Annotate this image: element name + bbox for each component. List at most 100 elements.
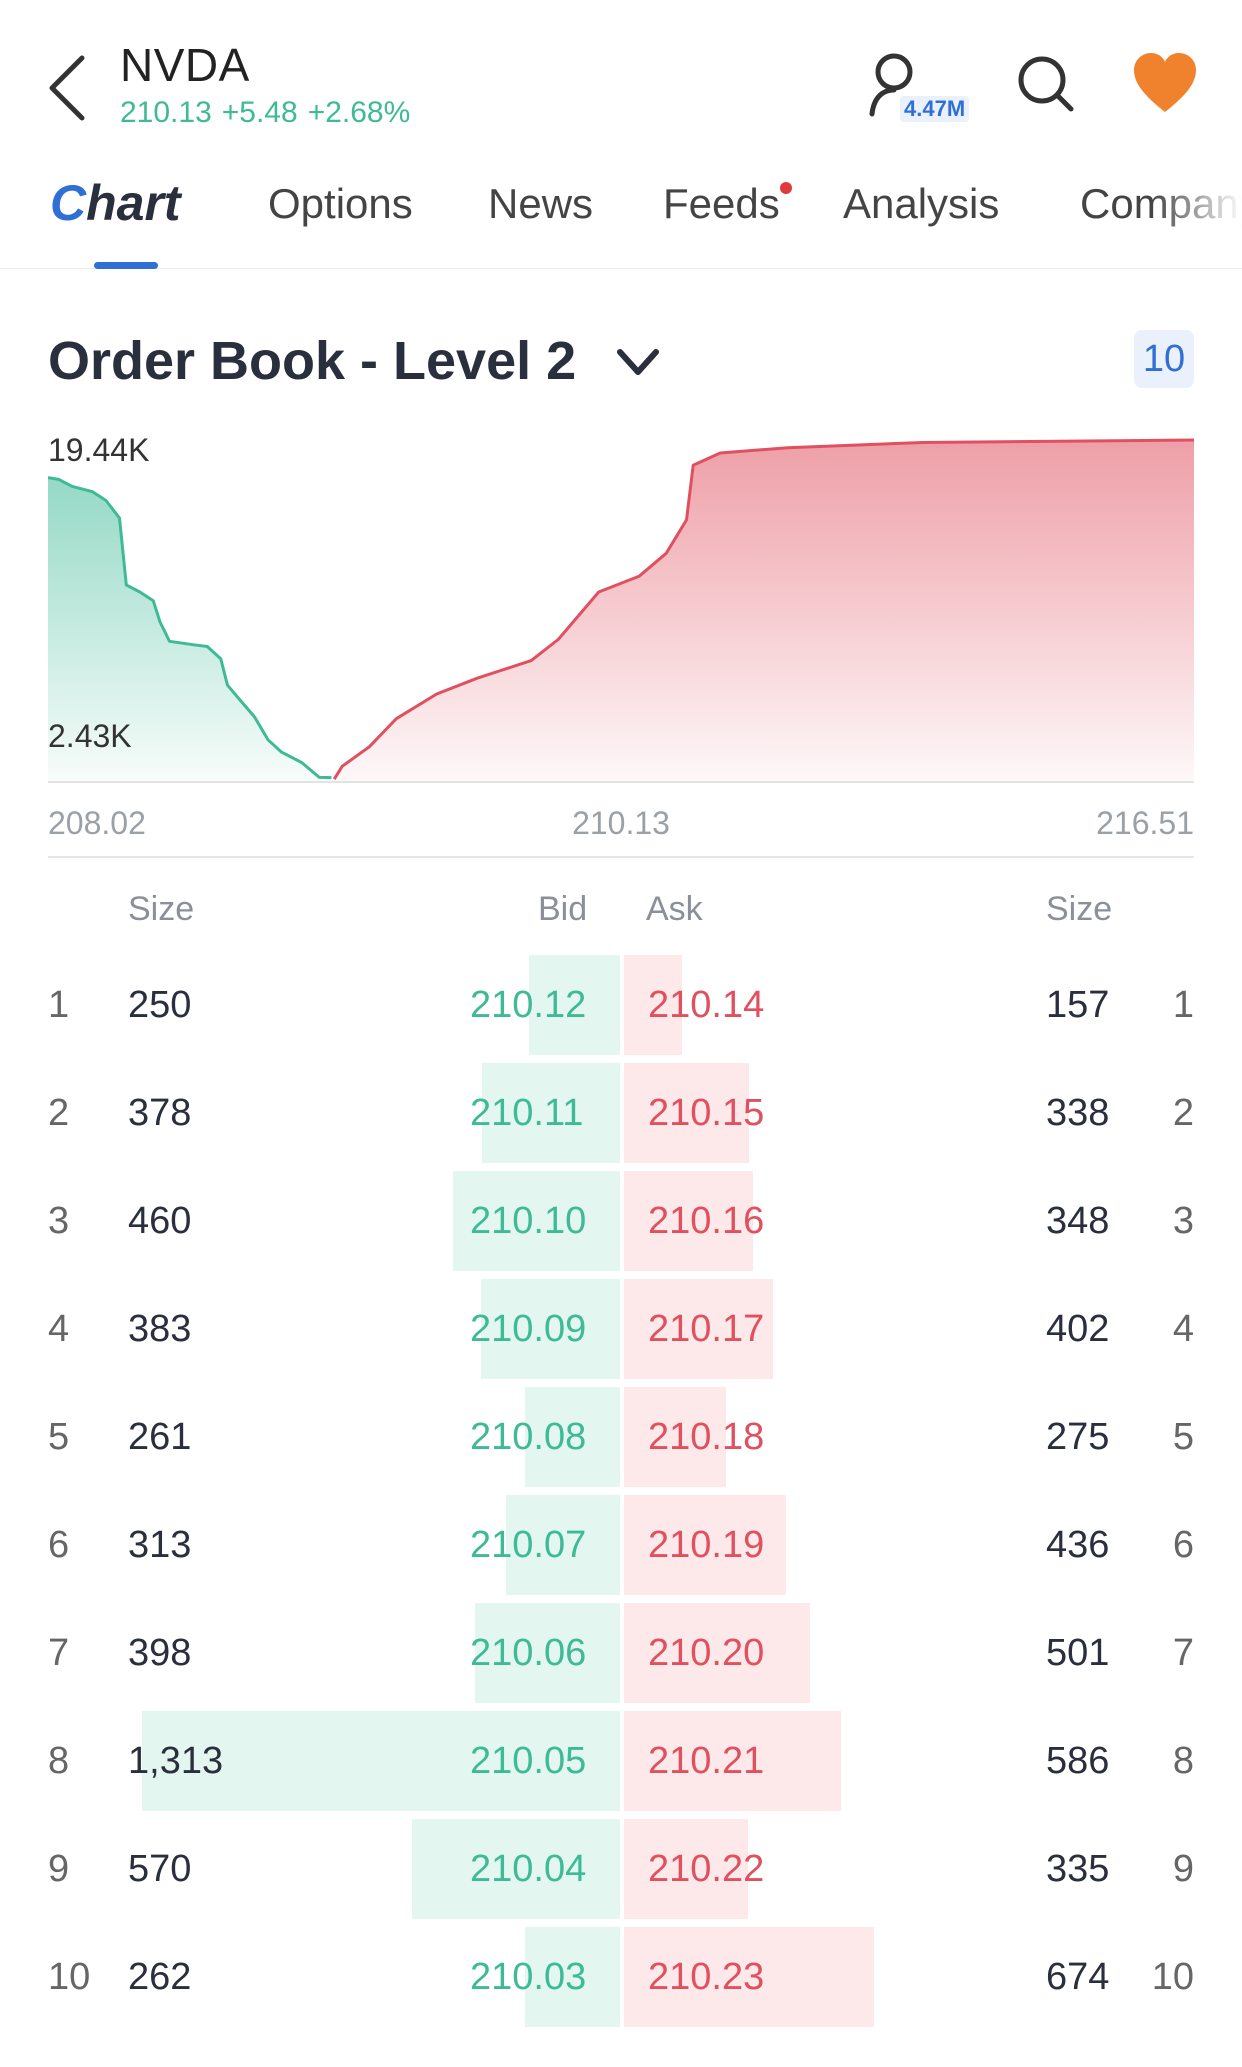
price-change: +5.48 [221,96,298,129]
ask-level-index: 1 [1172,984,1194,1026]
bid-price[interactable]: 210.07 [470,1524,587,1566]
order-book-row: 9 570 210.04 210.22 335 9 [0,1819,1242,1927]
user-icon[interactable] [862,50,932,120]
ask-price[interactable]: 210.17 [648,1308,765,1350]
heart-icon[interactable] [1132,52,1198,114]
bid-price[interactable]: 210.12 [470,984,587,1026]
bid-level-index: 3 [48,1200,70,1242]
bid-size: 383 [128,1308,192,1350]
tab-options[interactable]: Options [268,180,413,227]
bid-price[interactable]: 210.03 [470,1956,587,1998]
bid-size: 398 [128,1632,192,1674]
ask-depth-bar [624,1387,726,1487]
order-book-row: 7 398 210.06 210.20 501 7 [0,1603,1242,1711]
bid-price[interactable]: 210.06 [470,1632,587,1674]
bid-level-index: 6 [48,1524,70,1566]
ask-size: 338 [1046,1092,1110,1134]
ask-depth-bar [624,1063,750,1163]
bid-level-index: 7 [48,1632,70,1674]
ask-depth-bar [624,1279,774,1379]
tab-company[interactable]: Company [1080,180,1242,250]
bid-size: 261 [128,1416,192,1458]
order-book-row: 3 460 210.10 210.16 348 3 [0,1171,1242,1279]
ask-size: 335 [1046,1848,1110,1890]
ask-price[interactable]: 210.19 [648,1524,765,1566]
bid-depth-bar [142,1711,620,1811]
tab-feeds[interactable]: Feeds [663,180,780,227]
ask-depth-area [334,440,1194,782]
bid-price[interactable]: 210.09 [470,1308,587,1350]
ask-price[interactable]: 210.14 [648,984,765,1026]
ask-price[interactable]: 210.16 [648,1200,765,1242]
search-icon[interactable] [1016,54,1076,114]
order-book-row: 4 383 210.09 210.17 402 4 [0,1279,1242,1387]
bid-size: 570 [128,1848,192,1890]
tab-bar: Chart Options News Feeds Analysis Compan… [0,175,1242,269]
x-label-mid: 210.13 [572,805,670,841]
bid-header: Bid [538,890,588,928]
price-quote: 210.13 +5.48 +2.68% [120,96,420,130]
active-tab-indicator [94,262,158,269]
ask-price[interactable]: 210.21 [648,1740,765,1782]
bid-level-index: 4 [48,1308,70,1350]
ask-size: 157 [1046,984,1110,1026]
ask-depth-bar [624,1711,842,1811]
bid-price[interactable]: 210.11 [470,1092,584,1134]
ask-price[interactable]: 210.15 [648,1092,765,1134]
x-label-right: 216.51 [1096,805,1194,841]
bid-size: 460 [128,1200,192,1242]
ask-price[interactable]: 210.22 [648,1848,765,1890]
price-change-pct: +2.68% [307,96,411,129]
bid-depth-bar [412,1819,620,1919]
bid-size: 313 [128,1524,192,1566]
followers-badge: 4.47M [900,96,970,122]
ask-level-index: 2 [1172,1092,1194,1134]
chevron-down-icon[interactable] [614,344,662,380]
bid-depth-bar [480,1279,620,1379]
ask-size: 402 [1046,1308,1110,1350]
bid-price[interactable]: 210.04 [470,1848,587,1890]
tab-fade [1152,180,1242,250]
y-bottom-label: 2.43K [48,718,132,754]
ask-header: Ask [646,890,703,928]
order-book-row: 2 378 210.11 210.15 338 2 [0,1063,1242,1171]
bid-price[interactable]: 210.05 [470,1740,587,1782]
bid-depth-bar [506,1495,620,1595]
bid-size: 378 [128,1092,192,1134]
bid-size: 262 [128,1956,192,1998]
ask-depth-bar [624,1603,810,1703]
bid-price[interactable]: 210.08 [470,1416,587,1458]
order-book-row: 5 261 210.08 210.18 275 5 [0,1387,1242,1495]
depth-selector[interactable]: 10 [1134,330,1194,388]
order-book-title[interactable]: Order Book - Level 2 [48,331,577,391]
ask-level-index: 9 [1172,1848,1194,1890]
ask-price[interactable]: 210.20 [648,1632,765,1674]
tab-chart-label: Chart [50,175,181,231]
ask-price[interactable]: 210.23 [648,1956,765,1998]
back-arrow-icon[interactable] [42,52,96,124]
ask-level-index: 7 [1172,1632,1194,1674]
tab-analysis[interactable]: Analysis [843,180,1000,227]
bid-level-index: 10 [48,1956,91,1998]
ask-size: 348 [1046,1200,1110,1242]
bid-depth-bar [524,1927,620,2027]
ask-level-index: 5 [1172,1416,1194,1458]
ask-level-index: 4 [1172,1308,1194,1350]
bid-depth-bar [475,1603,620,1703]
bid-level-index: 5 [48,1416,70,1458]
tab-chart[interactable]: Chart [50,174,181,232]
ask-price[interactable]: 210.18 [648,1416,765,1458]
order-book-row: 10 262 210.03 210.23 674 10 [0,1927,1242,2035]
bid-level-index: 1 [48,984,70,1026]
bid-depth-area [48,477,332,782]
ask-level-index: 6 [1172,1524,1194,1566]
bid-depth-bar [524,1387,620,1487]
ask-depth-bar [624,1495,786,1595]
ask-size: 501 [1046,1632,1110,1674]
ticker-symbol: NVDA [120,39,250,91]
bid-price[interactable]: 210.10 [470,1200,587,1242]
ask-size: 586 [1046,1740,1110,1782]
order-book-row: 1 250 210.12 210.14 157 1 [0,955,1242,1063]
tab-news[interactable]: News [488,180,594,227]
chart-divider [48,856,1194,858]
